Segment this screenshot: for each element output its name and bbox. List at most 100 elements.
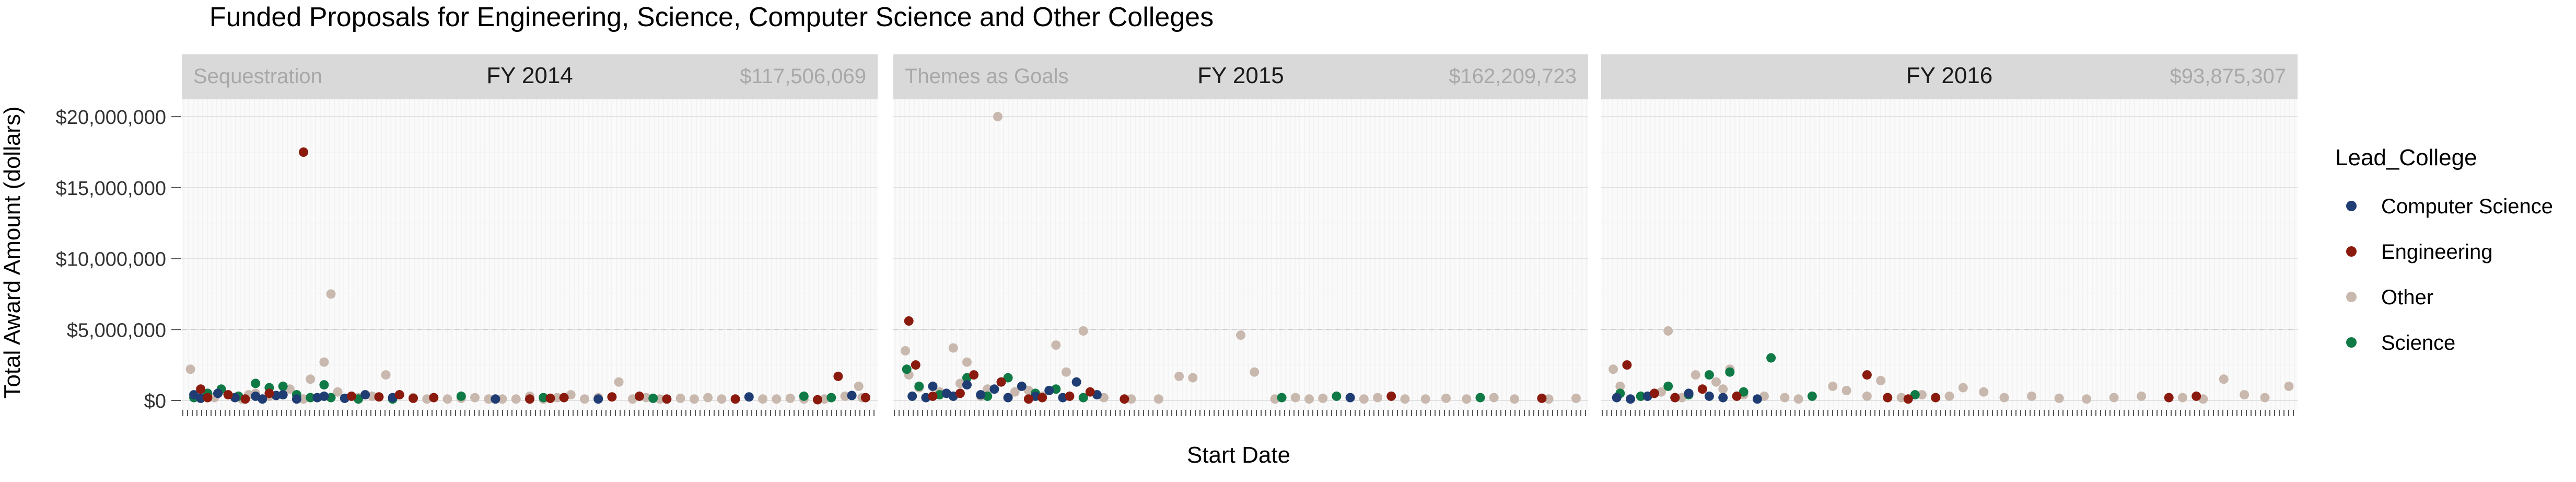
data-point [1017, 381, 1027, 391]
data-point [1793, 394, 1803, 404]
data-point [1862, 370, 1872, 380]
data-point [196, 384, 206, 394]
data-point [2054, 393, 2064, 403]
data-point [484, 394, 494, 404]
data-point [1663, 381, 1673, 391]
legend-marker [2346, 201, 2357, 211]
data-point [381, 370, 391, 380]
data-point [552, 393, 562, 403]
data-point [511, 394, 521, 404]
y-axis: $0 $5,000,000 $10,000,000 $15,000,000 $20,00… [56, 107, 181, 412]
data-point [993, 112, 1003, 122]
data-point [409, 393, 418, 403]
data-point [559, 393, 569, 403]
vertical-grid [183, 99, 876, 410]
data-point [1615, 381, 1625, 391]
panel-background [1601, 99, 2298, 410]
data-point [1979, 387, 1989, 397]
data-point [1010, 387, 1020, 397]
strip-note-right: $162,209,723 [1449, 65, 1577, 88]
y-tick-label: $20,000,000 [56, 107, 166, 129]
panel-fy-2015: FY 2015 Themes as Goals $162,209,723 [893, 54, 1588, 416]
data-point [962, 380, 972, 390]
data-point [1841, 386, 1851, 395]
vertical-grid [895, 99, 1587, 410]
data-point [1732, 391, 1742, 401]
data-point [203, 393, 213, 403]
series-engineering [196, 147, 870, 405]
data-point [689, 394, 699, 404]
y-axis-title: Total Award Amount (dollars) [0, 106, 25, 398]
data-point [1622, 360, 1632, 370]
data-point [525, 394, 534, 404]
data-point [1608, 364, 1618, 374]
data-point [2192, 391, 2201, 401]
data-point [539, 393, 549, 403]
data-point [1420, 394, 1430, 404]
data-point [264, 388, 274, 398]
data-point [346, 391, 356, 401]
series-computer-science [189, 388, 857, 404]
data-point [1670, 393, 1680, 403]
data-point [319, 380, 329, 390]
data-point [1462, 394, 1472, 404]
data-point [1078, 326, 1088, 336]
data-point [907, 391, 917, 401]
strip-note-right: $117,506,069 [740, 65, 866, 88]
data-point [655, 394, 665, 404]
data-point [1065, 391, 1075, 401]
data-point [1153, 394, 1163, 404]
strip-background [1601, 54, 2298, 99]
data-point [928, 391, 938, 401]
data-point [662, 394, 672, 404]
data-point [2240, 390, 2249, 400]
legend-item-other: Other [2346, 286, 2433, 309]
data-point [299, 147, 308, 157]
data-point [955, 388, 965, 398]
data-point [1062, 367, 1071, 377]
data-point [1807, 391, 1817, 401]
data-point [251, 378, 261, 388]
data-point [470, 393, 480, 403]
data-point [223, 390, 233, 400]
y-tick-label: $0 [144, 391, 166, 412]
data-point [258, 394, 267, 404]
data-point [456, 391, 466, 401]
data-point [185, 364, 195, 374]
data-point [1917, 390, 1927, 400]
data-point [826, 393, 836, 403]
legend-title: Lead_College [2335, 145, 2477, 170]
data-point [491, 394, 500, 404]
data-point [1304, 394, 1314, 404]
data-point [1944, 391, 1954, 401]
data-point [607, 392, 617, 402]
data-point [319, 357, 329, 367]
x-tick-marks [182, 410, 875, 416]
data-point [2260, 393, 2270, 403]
legend-item-engineering: Engineering [2346, 240, 2493, 263]
data-point [1649, 388, 1659, 398]
data-point [1697, 384, 1707, 394]
data-point [969, 370, 979, 380]
data-point [1612, 393, 1622, 403]
data-point [1711, 377, 1721, 387]
data-point [1332, 391, 1342, 401]
data-point [1174, 371, 1184, 381]
data-point [319, 391, 329, 401]
strip-note-left: Sequestration [193, 65, 322, 88]
panel-background [182, 99, 878, 410]
data-point [675, 393, 685, 403]
data-point [1318, 393, 1328, 403]
data-point [1290, 393, 1300, 403]
y-tick-label: $5,000,000 [67, 319, 166, 341]
data-point [593, 394, 603, 404]
data-point [1999, 393, 2009, 403]
data-point [1489, 393, 1499, 403]
data-point [306, 393, 316, 403]
data-point [1862, 391, 1872, 401]
data-point [2177, 393, 2187, 403]
data-point [1038, 393, 1047, 403]
series-other [1608, 326, 2294, 404]
data-point [1386, 391, 1396, 401]
